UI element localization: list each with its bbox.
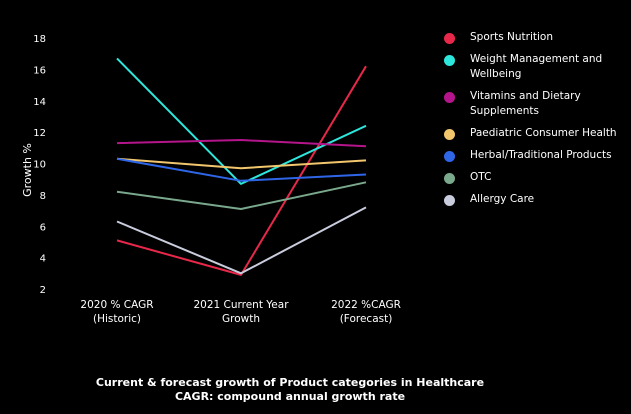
legend-item: Weight Management and Wellbeing — [444, 52, 629, 82]
chart-caption: Current & forecast growth of Product cat… — [0, 376, 580, 404]
legend-item: Vitamins and Dietary Supplements — [444, 89, 629, 119]
legend-item: Paediatric Consumer Health — [444, 126, 629, 141]
legend-marker — [444, 173, 455, 184]
x-tick-label: 2020 % CAGR (Historic) — [80, 299, 153, 325]
x-axis: 2020 % CAGR (Historic) 2021 Current Year Gr… — [80, 299, 400, 325]
series-line-paediatric-consumer-health — [116, 157, 367, 170]
legend-marker — [444, 92, 455, 103]
y-tick-label: 12 — [33, 128, 46, 139]
series-line-sports-nutrition — [116, 65, 367, 276]
series-line-weight-management-and-wellbeing — [116, 57, 367, 185]
x-tick-label: 2022 %CAGR (Forecast) — [331, 299, 401, 325]
legend-item: Herbal/Traditional Products — [444, 148, 629, 163]
y-tick-label: 6 — [40, 222, 46, 233]
y-tick-label: 14 — [33, 97, 46, 108]
series-line-herbal-traditional-products — [116, 157, 367, 182]
y-tick-label: 8 — [40, 191, 46, 202]
series-line-allergy-care — [116, 206, 367, 275]
y-tick-label: 4 — [40, 254, 46, 265]
y-tick-label: 16 — [33, 65, 46, 76]
legend-label: Vitamins and Dietary Supplements — [470, 90, 581, 117]
legend-label: Paediatric Consumer Health — [470, 127, 617, 139]
line-chart: 2 4 6 8 10 12 14 16 18 Growth % 2020 % CAGR (Hist… — [21, 34, 401, 325]
y-tick-label: 18 — [33, 34, 46, 45]
legend-marker — [444, 33, 455, 44]
y-axis-label: Growth % — [21, 143, 34, 197]
x-tick-label: 2021 Current Year Growth — [193, 299, 289, 325]
y-axis: 2 4 6 8 10 12 14 16 18 — [33, 34, 46, 296]
legend-label: OTC — [470, 171, 492, 183]
legend-item: OTC — [444, 170, 629, 185]
y-tick-label: 2 — [40, 285, 46, 296]
legend-item: Sports Nutrition — [444, 30, 629, 45]
series-lines — [116, 57, 367, 276]
caption-subtitle: CAGR: compound annual growth rate — [174, 390, 406, 403]
legend-marker — [444, 195, 455, 206]
legend-label: Allergy Care — [470, 193, 535, 205]
caption-title: Current & forecast growth of Product cat… — [95, 376, 485, 389]
legend: Sports Nutrition Weight Management and We… — [444, 30, 629, 214]
legend-label: Herbal/Traditional Products — [470, 149, 612, 161]
series-line-vitamins-and-dietary-supplements — [116, 139, 367, 148]
legend-label: Weight Management and Wellbeing — [470, 53, 603, 80]
legend-marker — [444, 151, 455, 162]
legend-marker — [444, 55, 455, 66]
y-tick-label: 10 — [33, 160, 46, 171]
legend-label: Sports Nutrition — [470, 31, 553, 43]
series-line-otc — [116, 181, 367, 210]
legend-item: Allergy Care — [444, 192, 629, 207]
legend-marker — [444, 129, 455, 140]
